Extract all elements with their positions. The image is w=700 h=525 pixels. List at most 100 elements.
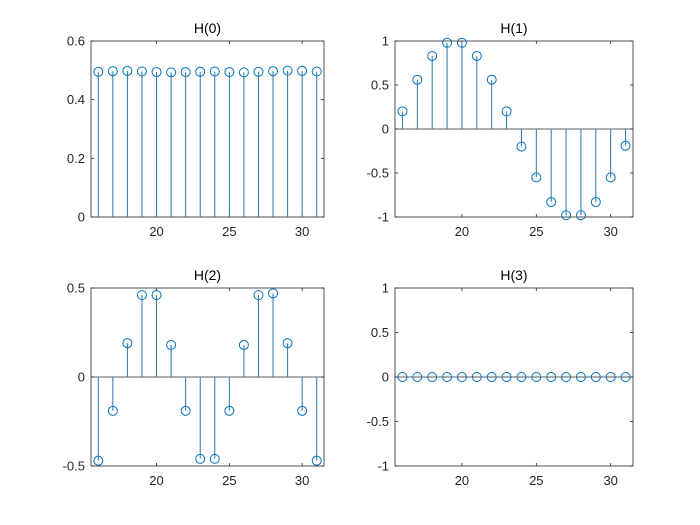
stem-marker-3-8 xyxy=(516,372,527,382)
x-tick-label-0-2: 30 xyxy=(295,224,309,239)
stem-marker-0-15 xyxy=(311,66,322,77)
stem-marker-2-7 xyxy=(195,453,206,464)
x-tick-label-3-0: 20 xyxy=(455,473,469,488)
stem-marker-1-2 xyxy=(427,50,438,61)
stem-marker-2-3 xyxy=(136,290,147,301)
stem-marker-3-13 xyxy=(590,372,601,382)
stem-marker-0-14 xyxy=(297,65,308,76)
stem-marker-1-8 xyxy=(516,141,527,152)
y-tick-label-1-2: 0 xyxy=(382,122,389,137)
stem-marker-0-7 xyxy=(195,66,206,77)
y-tick-label-1-4: 1 xyxy=(382,34,389,49)
stem-marker-2-9 xyxy=(224,405,235,416)
y-tick-label-3-4: 1 xyxy=(382,281,389,296)
y-tick-label-3-2: 0 xyxy=(382,370,389,385)
stem-marker-2-8 xyxy=(209,453,220,464)
stem-marker-0-2 xyxy=(122,65,133,76)
stem-marker-1-4 xyxy=(456,37,467,48)
stem-marker-0-6 xyxy=(180,67,191,78)
stem-marker-3-1 xyxy=(412,372,423,382)
stem-marker-0-3 xyxy=(136,66,147,77)
y-tick-label-3-0: -1 xyxy=(377,459,389,474)
x-tick-label-3-1: 25 xyxy=(529,473,543,488)
stem-marker-1-3 xyxy=(442,37,453,48)
stem-marker-0-0 xyxy=(93,66,104,77)
stem-marker-1-13 xyxy=(590,197,601,208)
subplot-title-2: H(2) xyxy=(194,267,221,283)
stem-marker-1-5 xyxy=(471,50,482,61)
stem-marker-0-8 xyxy=(209,66,220,77)
x-tick-label-0-0: 20 xyxy=(149,224,163,239)
stem-marker-1-0 xyxy=(397,106,408,117)
stem-marker-2-5 xyxy=(166,339,177,350)
stem-marker-3-12 xyxy=(575,372,586,382)
y-tick-label-2-2: 0.5 xyxy=(67,281,85,296)
y-tick-label-1-0: -1 xyxy=(377,210,389,225)
stem-marker-2-2 xyxy=(122,338,133,349)
subplot-1: 20 25 30 -1 -0.5 0 0.5 1 H(1) xyxy=(367,20,634,239)
stem-marker-1-11 xyxy=(561,210,572,221)
stem-marker-2-14 xyxy=(297,405,308,416)
stem-marker-2-12 xyxy=(268,288,279,299)
stem-marker-2-0 xyxy=(93,455,104,466)
stem-marker-3-7 xyxy=(501,372,512,382)
stem-marker-3-6 xyxy=(486,372,497,382)
stem-marker-1-15 xyxy=(620,140,631,151)
y-tick-label-3-3: 0.5 xyxy=(371,325,389,340)
y-tick-label-3-1: -0.5 xyxy=(367,414,389,429)
y-tick-label-0-3: 0.6 xyxy=(67,34,85,49)
stem-marker-2-1 xyxy=(107,405,118,416)
stem-marker-0-10 xyxy=(238,67,249,78)
stem-marker-1-7 xyxy=(501,106,512,117)
y-tick-label-1-1: -0.5 xyxy=(367,166,389,181)
y-tick-label-2-1: 0 xyxy=(78,370,85,385)
stem-marker-3-14 xyxy=(605,372,616,382)
subplot-0: 20 25 30 0 0.2 0.4 0.6 H(0) xyxy=(67,20,325,239)
x-tick-label-1-2: 30 xyxy=(603,224,617,239)
stem-marker-2-15 xyxy=(311,455,322,466)
stem-marker-0-12 xyxy=(268,66,279,77)
axes-frame-0 xyxy=(90,40,325,218)
stem-marker-2-6 xyxy=(180,405,191,416)
stem-marker-3-0 xyxy=(397,372,408,382)
x-tick-label-1-1: 25 xyxy=(529,224,543,239)
y-tick-label-0-2: 0.4 xyxy=(67,92,85,107)
stem-marker-1-14 xyxy=(605,172,616,183)
x-tick-label-2-2: 30 xyxy=(295,473,309,488)
stem-marker-2-4 xyxy=(151,290,162,301)
stem-marker-2-10 xyxy=(238,339,249,350)
stem-marker-2-11 xyxy=(253,290,264,301)
subplot-title-0: H(0) xyxy=(194,20,221,36)
subplot-title-1: H(1) xyxy=(500,20,527,36)
stem-marker-3-5 xyxy=(471,372,482,382)
stem-marker-0-4 xyxy=(151,67,162,78)
stem-marker-1-10 xyxy=(546,197,557,208)
x-tick-label-2-1: 25 xyxy=(222,473,236,488)
stem-marker-3-4 xyxy=(456,372,467,382)
stem-marker-1-12 xyxy=(575,210,586,221)
stem-marker-0-1 xyxy=(107,66,118,77)
subplot-2: 20 25 30 -0.5 0 0.5 H(2) xyxy=(63,267,325,488)
subplot-3: 20 25 30 -1 -0.5 0 0.5 1 H(3) xyxy=(367,267,634,488)
x-tick-label-3-2: 30 xyxy=(603,473,617,488)
stem-marker-1-1 xyxy=(412,74,423,85)
stem-marker-0-11 xyxy=(253,66,264,77)
y-tick-label-2-0: -0.5 xyxy=(63,459,85,474)
stem-marker-3-9 xyxy=(531,372,542,382)
stem-marker-3-11 xyxy=(561,372,572,382)
stem-marker-0-5 xyxy=(166,67,177,78)
stem-marker-1-9 xyxy=(531,172,542,183)
stem-marker-0-9 xyxy=(224,67,235,78)
stem-marker-3-3 xyxy=(442,372,453,382)
x-tick-label-2-0: 20 xyxy=(149,473,163,488)
stem-marker-3-15 xyxy=(620,372,631,382)
y-tick-label-0-0: 0 xyxy=(78,210,85,225)
y-tick-label-1-3: 0.5 xyxy=(371,78,389,93)
subplot-title-3: H(3) xyxy=(500,267,527,283)
y-tick-label-0-1: 0.2 xyxy=(67,151,85,166)
stem-marker-2-13 xyxy=(282,338,293,349)
x-tick-label-1-0: 20 xyxy=(455,224,469,239)
stem-marker-1-6 xyxy=(486,74,497,85)
x-tick-label-0-1: 25 xyxy=(222,224,236,239)
